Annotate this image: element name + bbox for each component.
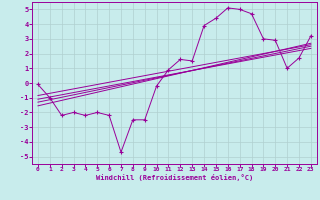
X-axis label: Windchill (Refroidissement éolien,°C): Windchill (Refroidissement éolien,°C) — [96, 174, 253, 181]
